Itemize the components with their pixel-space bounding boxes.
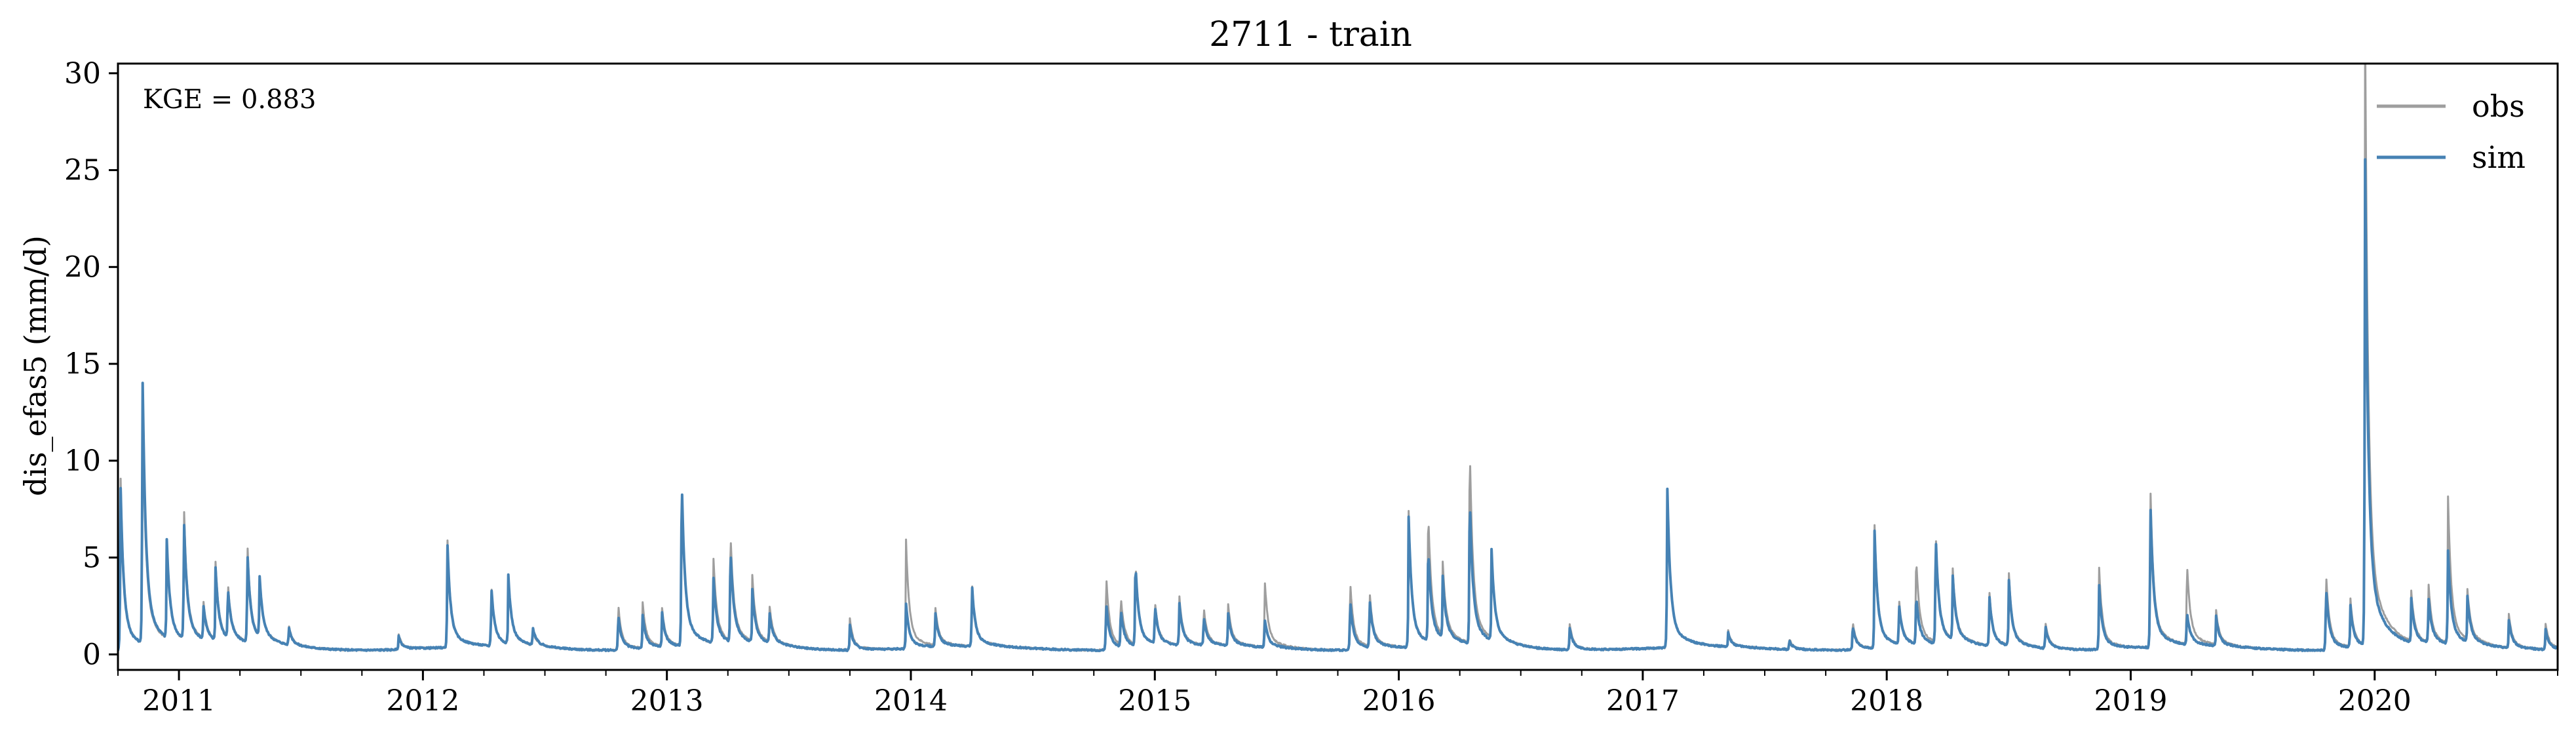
x-tick-label: 2018 xyxy=(1850,684,1923,718)
plot-frame xyxy=(118,64,2558,670)
x-tick-label: 2017 xyxy=(1606,684,1680,718)
y-tick-label: 20 xyxy=(64,250,101,284)
x-tick-label: 2011 xyxy=(142,684,216,718)
y-tick-label: 0 xyxy=(83,638,101,671)
legend: obs sim xyxy=(2377,88,2526,175)
series-layer xyxy=(118,64,2558,652)
x-tick-label: 2014 xyxy=(874,684,948,718)
legend-label-obs: obs xyxy=(2472,88,2525,124)
x-tick-label: 2020 xyxy=(2338,684,2412,718)
chart-title: 2711 - train xyxy=(1209,15,1412,54)
y-tick-label: 10 xyxy=(64,444,101,478)
x-tick-label: 2019 xyxy=(2094,684,2167,718)
series-line-sim xyxy=(118,158,2558,652)
y-tick-label: 15 xyxy=(64,347,101,381)
y-tick-label: 5 xyxy=(83,541,101,575)
x-tick-label: 2016 xyxy=(1362,684,1436,718)
legend-label-sim: sim xyxy=(2472,140,2526,175)
x-tick-label: 2013 xyxy=(630,684,704,718)
x-tick-label: 2015 xyxy=(1118,684,1191,718)
y-tick-label: 30 xyxy=(64,57,101,90)
plot-area xyxy=(117,62,2559,671)
kge-annotation: KGE = 0.883 xyxy=(143,85,317,115)
x-tick-label: 2012 xyxy=(386,684,459,718)
y-axis: 0 5 10 15 20 25 30 xyxy=(64,57,118,671)
y-tick-label: 25 xyxy=(64,154,101,187)
x-axis: 2011 2012 2013 2014 2015 2016 2017 2018 2019 2020 xyxy=(117,670,2558,718)
y-axis-label: dis_efas5 (mm/d) xyxy=(18,235,53,496)
